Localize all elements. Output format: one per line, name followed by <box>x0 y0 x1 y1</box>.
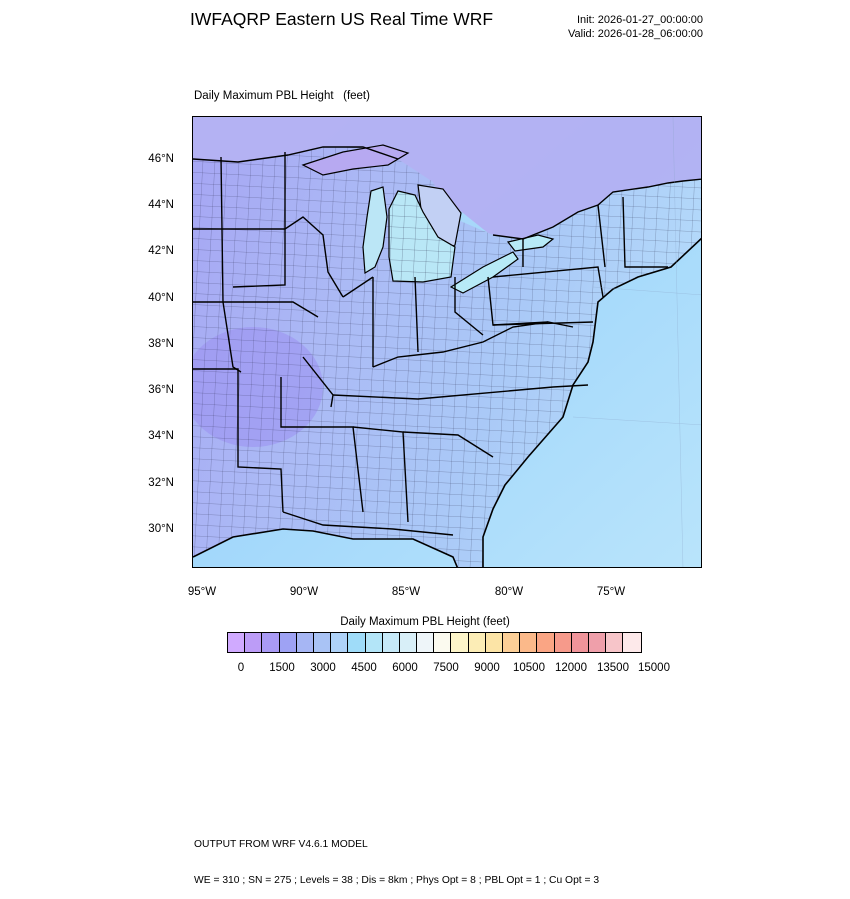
map-canvas <box>193 117 701 567</box>
colorbar-cell <box>468 633 486 652</box>
colorbar-cell <box>417 633 435 652</box>
lat-label-34: 34°N <box>148 430 174 442</box>
lake-ontario <box>506 234 555 252</box>
colorbar-cell <box>571 633 589 652</box>
gulf-coastline <box>193 528 459 567</box>
colorbar-cell <box>588 633 607 652</box>
colorbar-cell <box>485 633 503 652</box>
colorbar-label: 9000 <box>474 662 500 674</box>
colorbar-label: 7500 <box>433 662 459 674</box>
lat-label-44: 44°N <box>148 199 174 211</box>
colorbar-cell <box>537 633 555 652</box>
graticule <box>572 117 701 567</box>
lon-label-95: 95°W <box>187 586 217 598</box>
valid-time: Valid: 2026-01-28_06:00:00 <box>568 28 703 40</box>
lon-label-90: 90°W <box>289 586 319 598</box>
colorbar-cell <box>399 633 418 652</box>
lat-label-36: 36°N <box>148 384 174 396</box>
colorbar-cell <box>382 633 400 652</box>
colorbar-cell <box>313 633 332 652</box>
colorbar-cell <box>520 633 538 652</box>
colorbar-title: Daily Maximum PBL Height (feet) <box>340 616 510 628</box>
colorbar-cell <box>623 633 641 652</box>
colorbar-label: 1500 <box>269 662 295 674</box>
lat-label-42: 42°N <box>148 245 174 257</box>
lat-label-46: 46°N <box>148 153 174 165</box>
colorbar-label: 13500 <box>597 662 629 674</box>
colorbar-label: 10500 <box>513 662 545 674</box>
colorbar-cell <box>331 633 349 652</box>
colorbar-cell <box>279 633 297 652</box>
init-time: Init: 2026-01-27_00:00:00 <box>577 14 703 26</box>
colorbar-cell <box>365 633 383 652</box>
footer-model: OUTPUT FROM WRF V4.6.1 MODEL <box>194 839 368 850</box>
colorbar-label: 4500 <box>351 662 377 674</box>
canada-border <box>193 146 701 240</box>
colorbar-label: 15000 <box>638 662 670 674</box>
colorbar-cell <box>503 633 521 652</box>
footer-settings: WE = 310 ; SN = 275 ; Levels = 38 ; Dis … <box>194 875 600 886</box>
lon-label-80: 80°W <box>494 586 524 598</box>
colorbar-cell <box>434 633 452 652</box>
lat-label-32: 32°N <box>148 477 174 489</box>
run-times: Init: 2026-01-27_00:00:00 Valid: 2026-01… <box>568 13 703 41</box>
colorbar-label: 3000 <box>310 662 336 674</box>
lon-label-75: 75°W <box>596 586 626 598</box>
state-boundaries <box>193 152 668 536</box>
coastline <box>482 237 701 567</box>
colorbar-cell <box>348 633 366 652</box>
footer: OUTPUT FROM WRF V4.6.1 MODEL WE = 310 ; … <box>194 815 599 899</box>
lake-erie <box>449 251 519 294</box>
colorbar-cell <box>606 633 624 652</box>
colorbar-label: 0 <box>237 662 245 674</box>
colorbar-cell <box>554 633 572 652</box>
lat-label-30: 30°N <box>148 523 174 535</box>
main-title: IWFAQRP Eastern US Real Time WRF <box>190 9 494 29</box>
colorbar-label: 12000 <box>555 662 587 674</box>
colorbar-cell <box>262 633 280 652</box>
colorbar-cell <box>228 633 246 652</box>
lat-label-40: 40°N <box>148 292 174 304</box>
map-panel <box>192 116 702 568</box>
colorbar-cell <box>245 633 263 652</box>
lat-label-38: 38°N <box>148 338 174 350</box>
colorbar-cell <box>296 633 314 652</box>
colorbar-label: 6000 <box>392 662 418 674</box>
field-title: Daily Maximum PBL Height (feet) <box>194 90 370 102</box>
lon-label-85: 85°W <box>391 586 421 598</box>
colorbar-cell <box>451 633 469 652</box>
lake-michigan <box>362 186 388 275</box>
colorbar <box>227 632 642 653</box>
